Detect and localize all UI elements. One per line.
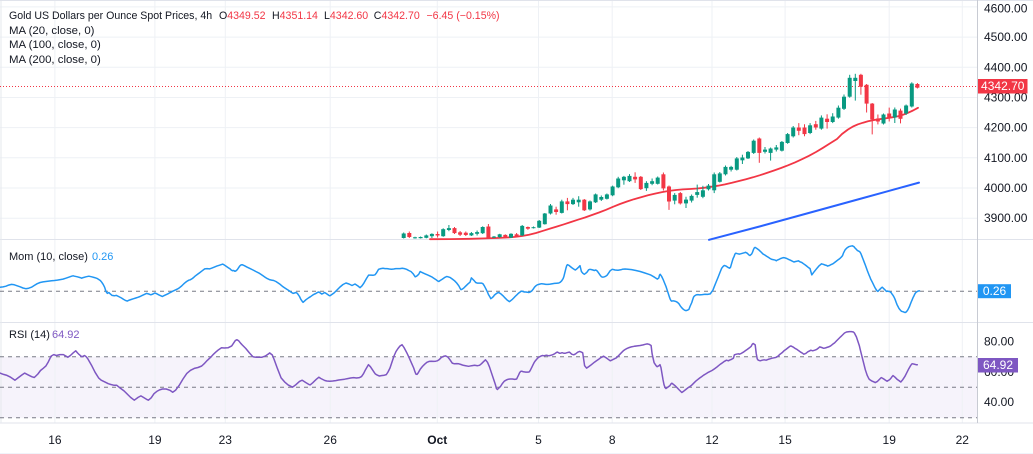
svg-text:8: 8 bbox=[609, 433, 616, 447]
svg-text:4500.00: 4500.00 bbox=[984, 30, 1028, 44]
svg-text:4400.00: 4400.00 bbox=[984, 60, 1028, 74]
svg-text:0.26: 0.26 bbox=[983, 284, 1007, 298]
svg-text:22: 22 bbox=[956, 433, 970, 447]
svg-text:64.92: 64.92 bbox=[983, 358, 1013, 372]
svg-text:19: 19 bbox=[148, 433, 162, 447]
svg-text:4100.00: 4100.00 bbox=[984, 151, 1028, 165]
svg-text:15: 15 bbox=[778, 433, 792, 447]
svg-text:4300.00: 4300.00 bbox=[984, 91, 1028, 105]
svg-text:4000.00: 4000.00 bbox=[984, 181, 1028, 195]
svg-text:16: 16 bbox=[48, 433, 62, 447]
svg-text:3900.00: 3900.00 bbox=[984, 211, 1028, 225]
svg-text:4200.00: 4200.00 bbox=[984, 121, 1028, 135]
svg-text:80.00: 80.00 bbox=[984, 334, 1014, 348]
svg-text:40.00: 40.00 bbox=[984, 395, 1014, 409]
svg-text:19: 19 bbox=[883, 433, 897, 447]
svg-text:5: 5 bbox=[535, 433, 542, 447]
svg-text:4600.00: 4600.00 bbox=[984, 2, 1028, 16]
svg-text:26: 26 bbox=[324, 433, 338, 447]
svg-text:23: 23 bbox=[219, 433, 233, 447]
svg-text:12: 12 bbox=[705, 433, 719, 447]
svg-text:4342.70: 4342.70 bbox=[981, 79, 1025, 93]
svg-text:Oct: Oct bbox=[427, 433, 447, 447]
